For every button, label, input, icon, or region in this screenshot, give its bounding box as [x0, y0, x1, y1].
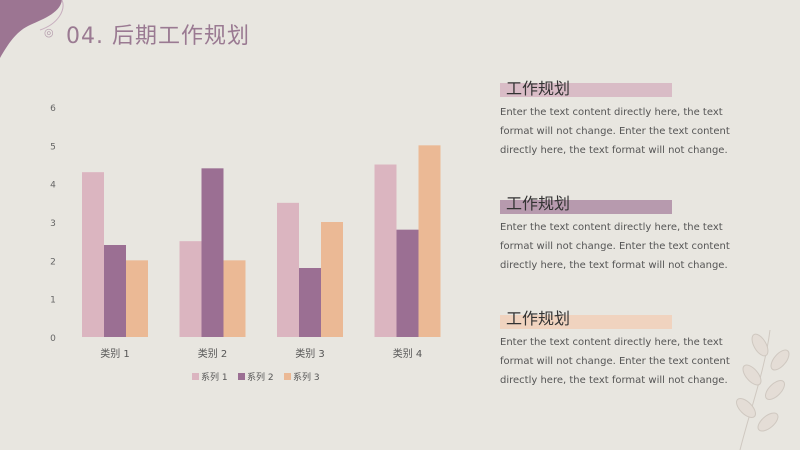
section-3-heading: 工作规划: [506, 309, 571, 328]
bar-3-4: [418, 145, 441, 337]
bar-2-2: [201, 168, 224, 337]
y-tick-label: 4: [50, 181, 56, 191]
page-title: 04. 后期工作规划: [66, 24, 250, 49]
x-tick-label: 类别 3: [295, 347, 325, 360]
x-tick-label: 类别 1: [100, 347, 130, 360]
bar-1-4: [374, 164, 397, 337]
legend-label-1: 系列 1: [201, 371, 228, 383]
bar-1-2: [179, 241, 202, 337]
y-tick-label: 6: [50, 104, 56, 114]
y-tick-label: 1: [50, 296, 56, 306]
section-3-body: Enter the text content directly here, th…: [500, 337, 730, 386]
bar-2-1: [104, 245, 126, 337]
section-1-highlight: [500, 83, 672, 97]
section-2-highlight: [500, 200, 672, 214]
circle-mark-icon: ◎: [44, 26, 54, 39]
section-2-body: Enter the text content directly here, th…: [500, 222, 730, 271]
y-tick-label: 0: [50, 334, 56, 344]
bar-3-1: [126, 260, 148, 337]
bar-chart: 0 1 2 3 4 5 6 类别 1 类别 2 类别 3 类别 4 系列 1 系列 2 系列 3: [50, 104, 441, 383]
bar-3-3: [321, 222, 343, 337]
section-1-body: Enter the text content directly here, th…: [500, 107, 730, 156]
y-tick-label: 5: [50, 142, 56, 152]
legend-swatch-3: [284, 373, 291, 380]
bar-1-1: [82, 172, 104, 337]
y-tick-label: 3: [50, 219, 56, 229]
x-tick-label: 类别 4: [393, 347, 423, 360]
bar-2-4: [396, 229, 419, 337]
corner-decoration: [0, 0, 64, 58]
legend-label-2: 系列 2: [247, 371, 274, 383]
x-tick-label: 类别 2: [198, 347, 228, 360]
legend-swatch-2: [238, 373, 245, 380]
legend-swatch-1: [192, 373, 199, 380]
bar-2-3: [299, 268, 321, 337]
section-1-heading: 工作规划: [506, 79, 571, 98]
bar-1-3: [277, 202, 299, 337]
bar-3-2: [223, 260, 246, 337]
leaf-decoration: [736, 329, 790, 450]
y-tick-label: 2: [50, 257, 56, 267]
section-2-heading: 工作规划: [506, 194, 571, 213]
section-3-highlight: [500, 315, 672, 329]
legend-label-3: 系列 3: [293, 371, 320, 383]
